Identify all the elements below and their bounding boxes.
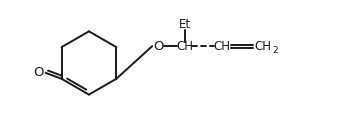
Text: CH: CH [254,40,271,53]
Text: Et: Et [179,18,191,31]
Text: CH: CH [213,40,230,53]
Text: O: O [153,40,163,53]
Text: O: O [33,66,44,79]
Text: 2: 2 [272,46,278,55]
Text: CH: CH [176,40,193,53]
